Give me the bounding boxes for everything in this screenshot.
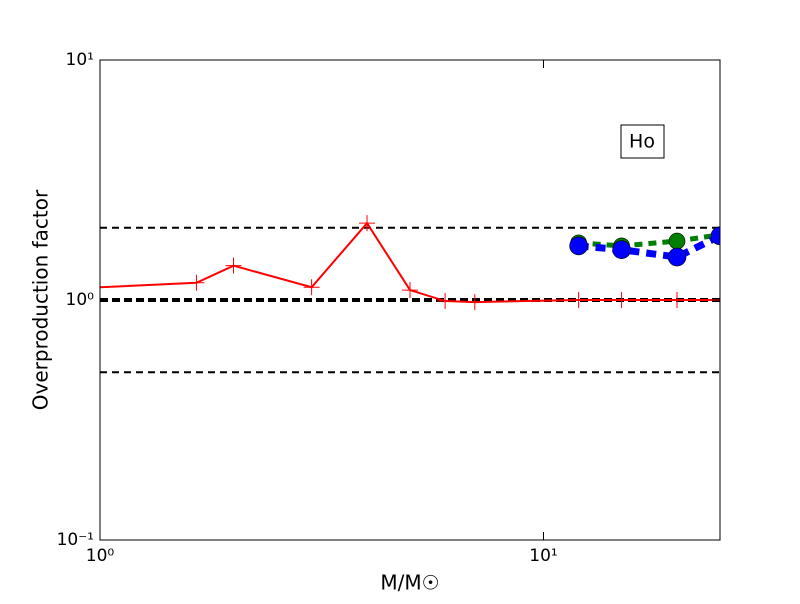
data-marker — [100, 279, 108, 296]
data-marker — [402, 282, 418, 299]
data-marker — [667, 247, 687, 267]
data-marker — [669, 292, 686, 308]
x-tick-label: 10⁰ — [86, 546, 115, 566]
data-marker — [612, 240, 631, 260]
x-axis-label: M/M☉ — [380, 571, 439, 595]
data-marker — [437, 293, 454, 310]
annotation-box — [620, 124, 665, 159]
data-marker — [225, 257, 242, 274]
data-marker — [466, 294, 483, 311]
data-marker — [613, 292, 630, 308]
data-marker — [570, 292, 587, 308]
annotation: Ho — [629, 131, 655, 153]
plot-area — [100, 215, 720, 374]
data-marker — [188, 274, 205, 291]
data-marker — [359, 215, 376, 232]
x-tick-label: 10¹ — [529, 546, 557, 566]
y-tick-label: 10¹ — [66, 50, 94, 70]
data-marker — [668, 232, 686, 250]
y-tick-label: 10⁰ — [66, 290, 95, 310]
data-line — [578, 232, 720, 261]
data-marker — [303, 279, 320, 296]
y-tick-label: 10⁻¹ — [57, 530, 94, 550]
data-marker — [569, 236, 588, 256]
data-marker — [710, 226, 720, 246]
y-axis-label: Overproduction factor — [29, 189, 53, 410]
data-line — [100, 221, 720, 304]
